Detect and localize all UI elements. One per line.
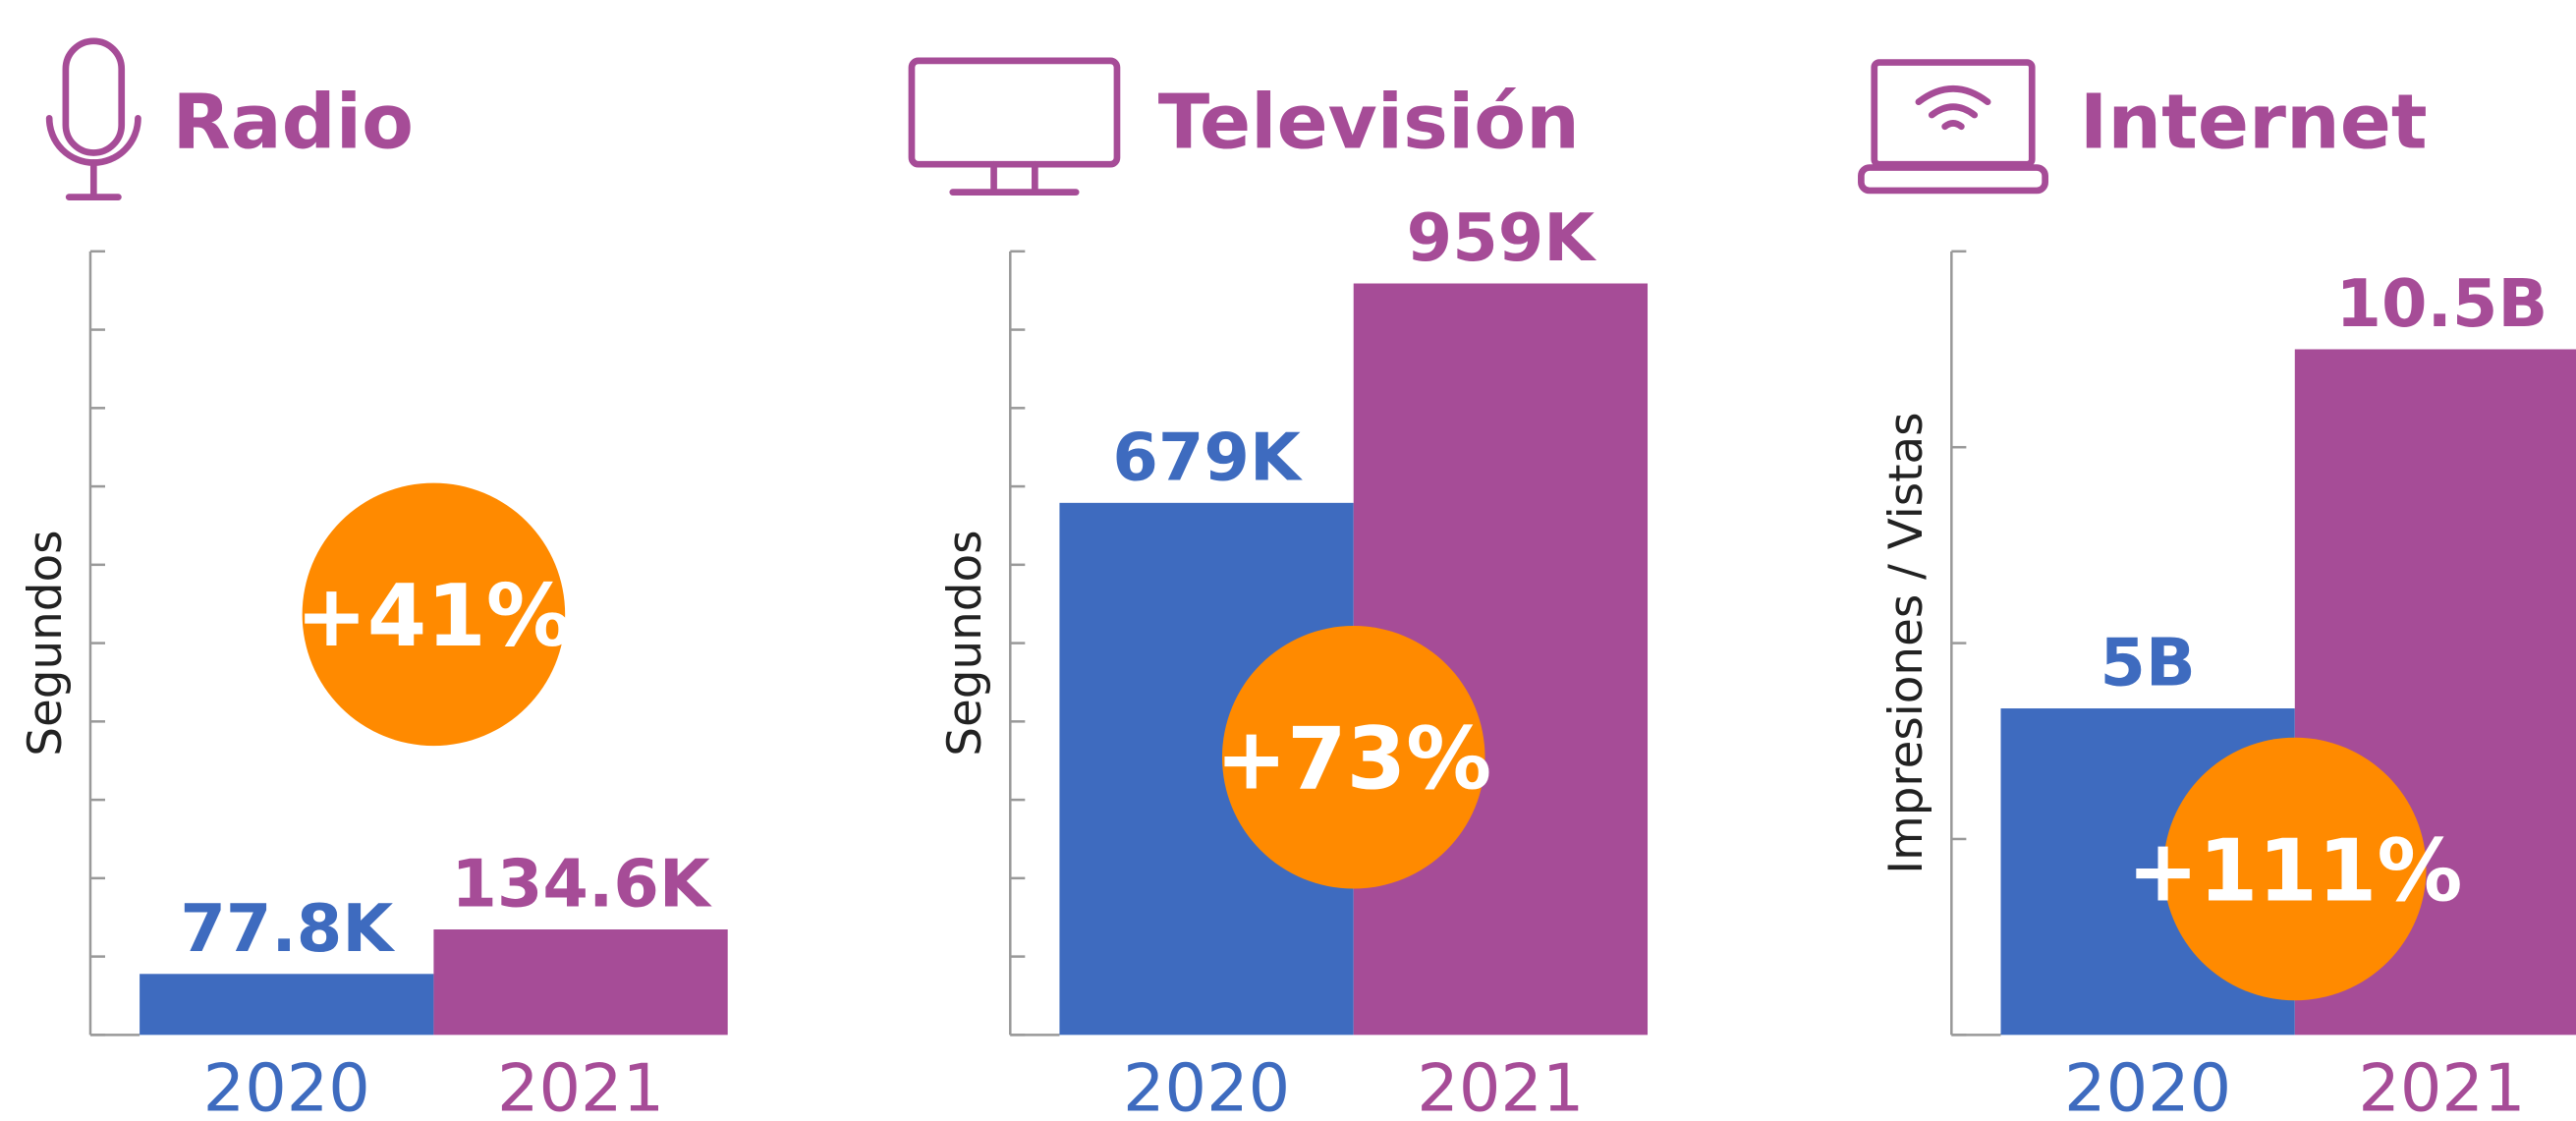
value-label: 77.8K	[180, 890, 395, 967]
value-label: 679K	[1112, 419, 1303, 495]
y-axis-label: Impresiones / Vistas	[1880, 412, 1933, 873]
change-label: +111%	[2127, 820, 2462, 921]
bar	[140, 974, 434, 1036]
x-tick-label: 2021	[1417, 1049, 1584, 1121]
x-tick-label: 2020	[203, 1049, 370, 1121]
value-label: 134.6K	[451, 846, 711, 923]
laptop-icon	[1858, 59, 2048, 195]
change-label: +73%	[1215, 709, 1491, 810]
x-tick-label: 2021	[2358, 1049, 2525, 1121]
television-icon	[908, 57, 1121, 196]
value-label: 5B	[2100, 625, 2195, 701]
value-label: 959K	[1407, 199, 1597, 276]
change-badge	[302, 482, 566, 747]
chart-title: Radio	[173, 79, 414, 166]
chart-title: Internet	[2080, 79, 2428, 166]
value-label: 10.5B	[2335, 265, 2548, 342]
change-badge	[2163, 737, 2427, 1001]
bar	[433, 929, 728, 1036]
y-axis-label: Segundos	[20, 530, 73, 756]
change-label: +41%	[296, 566, 572, 666]
x-tick-label: 2021	[497, 1049, 664, 1121]
y-axis-label: Segundos	[939, 530, 992, 756]
microphone-icon	[45, 37, 141, 200]
chart-root: Radio Segundos 77.8K 2020 134.6K 2021 +41% Tele…	[20, 37, 2576, 1121]
x-tick-label: 2020	[2064, 1049, 2231, 1121]
x-tick-label: 2020	[1123, 1049, 1290, 1121]
chart-title: Televisión	[1158, 79, 1580, 166]
change-badge	[1221, 626, 1485, 889]
